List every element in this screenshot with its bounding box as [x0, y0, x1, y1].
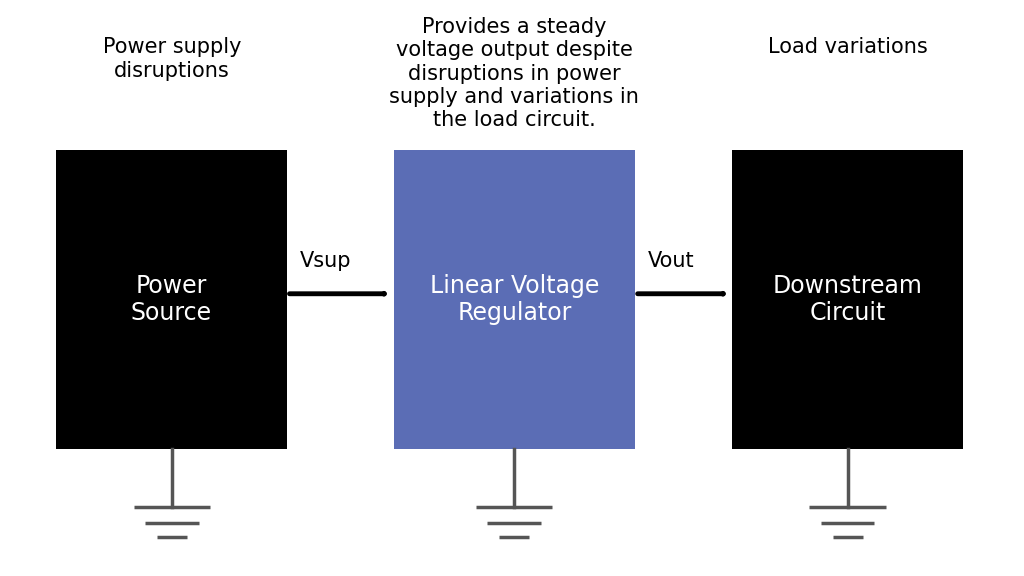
Text: Power
Source: Power Source	[131, 274, 212, 325]
Text: Vsup: Vsup	[300, 251, 351, 271]
Text: Downstream
Circuit: Downstream Circuit	[772, 274, 923, 325]
Bar	[56, 150, 287, 449]
Text: Power supply
disruptions: Power supply disruptions	[102, 37, 242, 81]
Text: Vout: Vout	[647, 251, 694, 271]
Text: Provides a steady
voltage output despite
disruptions in power
supply and variati: Provides a steady voltage output despite…	[389, 17, 639, 130]
Text: Linear Voltage
Regulator: Linear Voltage Regulator	[430, 274, 599, 325]
Bar	[732, 150, 963, 449]
Bar	[394, 150, 635, 449]
Text: Load variations: Load variations	[768, 37, 928, 58]
